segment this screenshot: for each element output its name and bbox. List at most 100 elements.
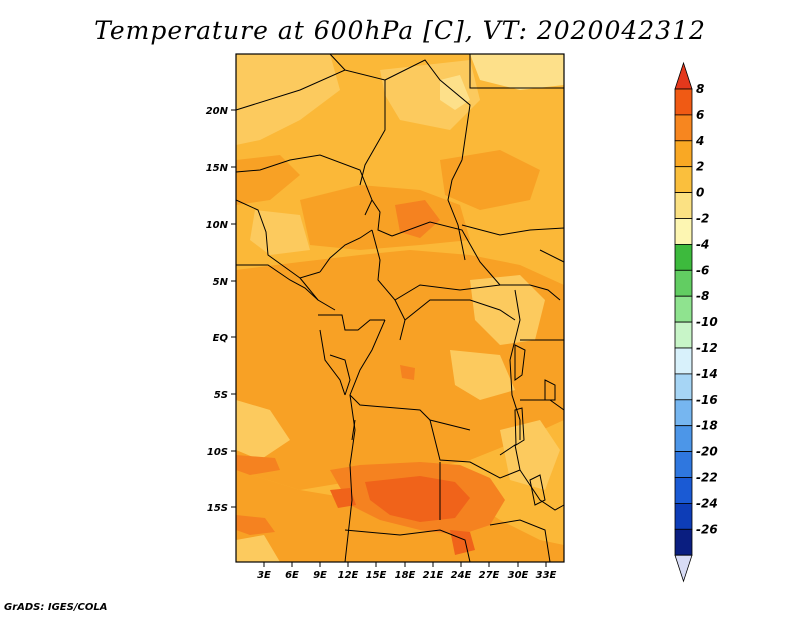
border-line xyxy=(404,299,516,321)
colorbar-label: -18 xyxy=(696,419,718,433)
lon-tick-label: 12E xyxy=(338,570,359,581)
credit-text: GrADS: IGES/COLA xyxy=(4,602,108,613)
colorbar-label: -26 xyxy=(696,522,718,536)
lon-tick-label: 21E xyxy=(423,570,444,581)
colorbar-swatch xyxy=(674,295,693,323)
colorbar-swatch xyxy=(674,502,693,530)
lat-tick-label: 5N xyxy=(213,277,229,288)
border-line xyxy=(371,199,393,237)
colorbar: 8 6 4 2 0 -2 -4 -6 -8 -10 -12 -14 -16 -18 -20 -22 -24 -26 xyxy=(674,61,718,583)
colorbar-label: -12 xyxy=(696,341,718,355)
colorbar-label: -16 xyxy=(696,393,718,407)
colorbar-swatch xyxy=(674,347,693,375)
lat-tick-label: 5S xyxy=(214,390,228,401)
border-line xyxy=(519,469,565,511)
border-line xyxy=(529,284,561,301)
field-patch-warm xyxy=(236,155,300,205)
colorbar-label: -20 xyxy=(696,445,718,459)
plot-title: Temperature at 600hPa [C], VT: 202004231… xyxy=(94,16,706,45)
border-line xyxy=(319,329,346,396)
colorbar-swatch xyxy=(674,373,693,401)
colorbar-swatch xyxy=(674,114,693,142)
colorbar-label: -8 xyxy=(696,289,709,303)
border-line xyxy=(489,519,551,563)
colorbar-top-arrow xyxy=(674,61,693,90)
colorbar-label: 0 xyxy=(696,186,704,200)
field-patch-warmer xyxy=(236,455,280,475)
border-line xyxy=(429,419,521,479)
colorbar-label: -4 xyxy=(696,237,709,251)
border-line xyxy=(469,54,564,89)
colorbar-label: -2 xyxy=(696,212,709,226)
border-line xyxy=(329,354,351,396)
border-line xyxy=(235,199,321,279)
colorbar-swatch xyxy=(674,243,693,271)
colorbar-swatch xyxy=(674,477,693,504)
colorbar-swatch xyxy=(674,451,693,478)
lat-tick-label: 15S xyxy=(207,503,228,514)
field-patch-cool xyxy=(236,535,280,562)
lat-tick-label: 20N xyxy=(206,106,229,117)
border-line xyxy=(349,319,471,431)
longitude-axis: 3E 6E 9E 12E 15E 18E 21E 24E 27E 30E 33E xyxy=(257,562,557,581)
colorbar-swatch xyxy=(674,166,693,193)
map-frame xyxy=(235,53,565,563)
field-patch-warmer xyxy=(236,515,275,535)
border-line xyxy=(461,224,565,236)
field-patch-cool xyxy=(450,350,515,400)
colorbar-label: -24 xyxy=(696,496,718,510)
field-patch-warmer xyxy=(395,200,440,238)
lon-tick-label: 6E xyxy=(285,570,299,581)
border-line xyxy=(544,379,556,401)
border-line xyxy=(384,59,471,161)
border-line xyxy=(391,221,501,286)
colorbar-swatch xyxy=(674,88,693,116)
border-line xyxy=(539,249,565,263)
colorbar-swatch xyxy=(674,218,693,245)
lat-tick-label: 10S xyxy=(207,447,228,458)
lon-tick-label: 27E xyxy=(479,570,500,581)
border-line xyxy=(529,474,546,506)
colorbar-swatch xyxy=(674,528,693,556)
lon-tick-label: 33E xyxy=(536,570,557,581)
field-patch-warm xyxy=(440,150,540,210)
lat-tick-label: 15N xyxy=(206,163,229,174)
field-patch-cool xyxy=(250,210,310,255)
field-patch-cooler xyxy=(470,54,564,90)
lon-tick-label: 9E xyxy=(313,570,327,581)
border-line xyxy=(318,314,385,331)
border-line xyxy=(499,444,521,471)
field-patch-hot xyxy=(365,476,470,522)
border-line xyxy=(236,264,319,301)
colorbar-label: 2 xyxy=(696,160,704,174)
border-line xyxy=(514,407,525,446)
border-line xyxy=(319,229,373,273)
lon-tick-label: 24E xyxy=(451,570,472,581)
country-borders xyxy=(235,53,565,563)
colorbar-label: 8 xyxy=(696,82,704,96)
border-line xyxy=(514,344,526,381)
colorbar-swatch xyxy=(674,140,693,168)
colorbar-swatch xyxy=(674,321,693,349)
field-patch-warm xyxy=(300,185,470,250)
field-patch-cool xyxy=(470,275,545,345)
colorbar-label: 6 xyxy=(696,108,704,122)
colorbar-swatch xyxy=(674,269,693,297)
latitude-axis: 20N 15N 10N 5N EQ 5S 10S 15S xyxy=(206,106,236,514)
border-line xyxy=(509,289,521,440)
border-line xyxy=(344,529,471,563)
colorbar-swatch xyxy=(674,399,693,427)
colorbar-label: -22 xyxy=(696,471,718,485)
colorbar-swatch xyxy=(674,425,693,453)
lat-tick-label: EQ xyxy=(213,333,229,344)
border-line xyxy=(344,394,356,563)
lon-tick-label: 3E xyxy=(257,570,271,581)
colorbar-label: -6 xyxy=(696,263,709,277)
field-patch-cool xyxy=(236,54,340,145)
border-line xyxy=(351,419,356,441)
lon-tick-label: 18E xyxy=(395,570,416,581)
border-line xyxy=(371,229,530,301)
colorbar-bottom-arrow xyxy=(674,554,693,583)
colorbar-label: -10 xyxy=(696,315,718,329)
